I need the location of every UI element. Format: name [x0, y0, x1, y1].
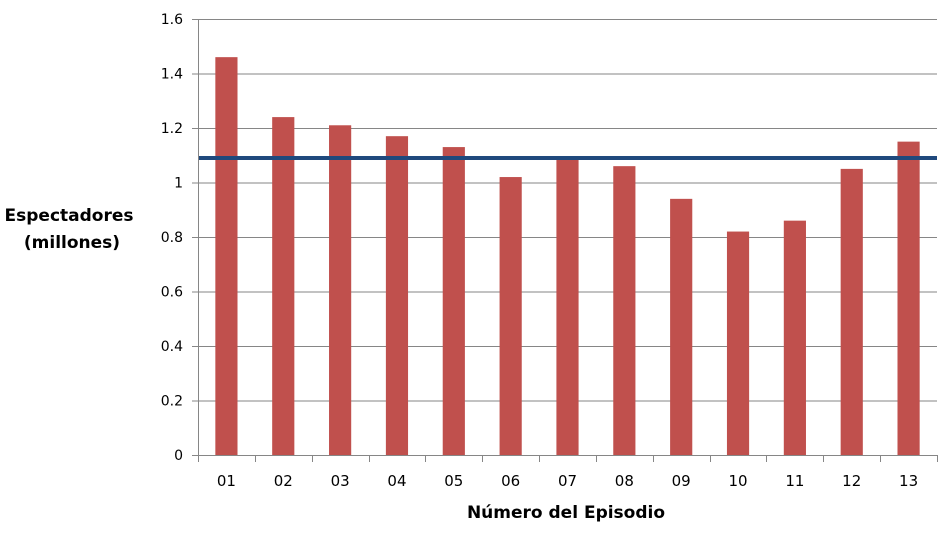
x-tick-label: 13: [899, 472, 918, 490]
bar: [783, 220, 806, 455]
x-tick-label: 10: [728, 472, 747, 490]
y-tick-label: 1: [174, 176, 183, 192]
bar: [499, 177, 522, 456]
axes: [192, 19, 938, 462]
y-tick-label: 0.4: [161, 339, 183, 355]
bar: [613, 166, 636, 455]
y-tick-label: 1.2: [161, 121, 183, 137]
y-tick-labels: 0 0.2 0.4 0.6 0.8 1 1.2 1.4 1.6: [161, 12, 183, 464]
x-tick-label: 12: [842, 472, 861, 490]
bar: [385, 136, 409, 455]
bar: [442, 147, 465, 455]
y-tick-label: 1.6: [161, 12, 183, 28]
y-axis-title-line-1: Espectadores: [5, 206, 134, 226]
x-tick-label: 01: [217, 472, 236, 490]
bar: [670, 198, 693, 455]
bar: [726, 231, 750, 455]
x-tick-label: 11: [785, 472, 804, 490]
x-axis-title: Número del Episodio: [467, 503, 665, 523]
bar-series: [215, 57, 920, 456]
y-tick-label: 0.2: [161, 394, 183, 410]
x-tick-label: 07: [558, 472, 577, 490]
x-tick-label: 08: [615, 472, 634, 490]
x-tick-label: 02: [274, 472, 293, 490]
y-tick-label: 0.8: [161, 230, 183, 246]
y-axis-title-line-2: (millones): [24, 233, 120, 253]
y-axis-title: Espectadores (millones): [5, 206, 140, 253]
bar: [840, 168, 863, 456]
x-tick-labels: 01 02 03 04 05 06 07 08 09 10 11 12 13: [217, 472, 918, 490]
x-tick-label: 09: [672, 472, 691, 490]
bar: [329, 125, 352, 455]
bar: [215, 57, 238, 456]
x-tick-label: 04: [387, 472, 406, 490]
bar: [897, 141, 920, 455]
y-tick-label: 1.4: [161, 67, 183, 83]
x-tick-label: 03: [331, 472, 350, 490]
y-tick-label: 0.6: [161, 285, 183, 301]
bar: [272, 117, 295, 455]
y-tick-label: 0: [174, 448, 183, 464]
bar: [556, 157, 579, 455]
x-tick-label: 06: [501, 472, 520, 490]
x-tick-label: 05: [444, 472, 463, 490]
